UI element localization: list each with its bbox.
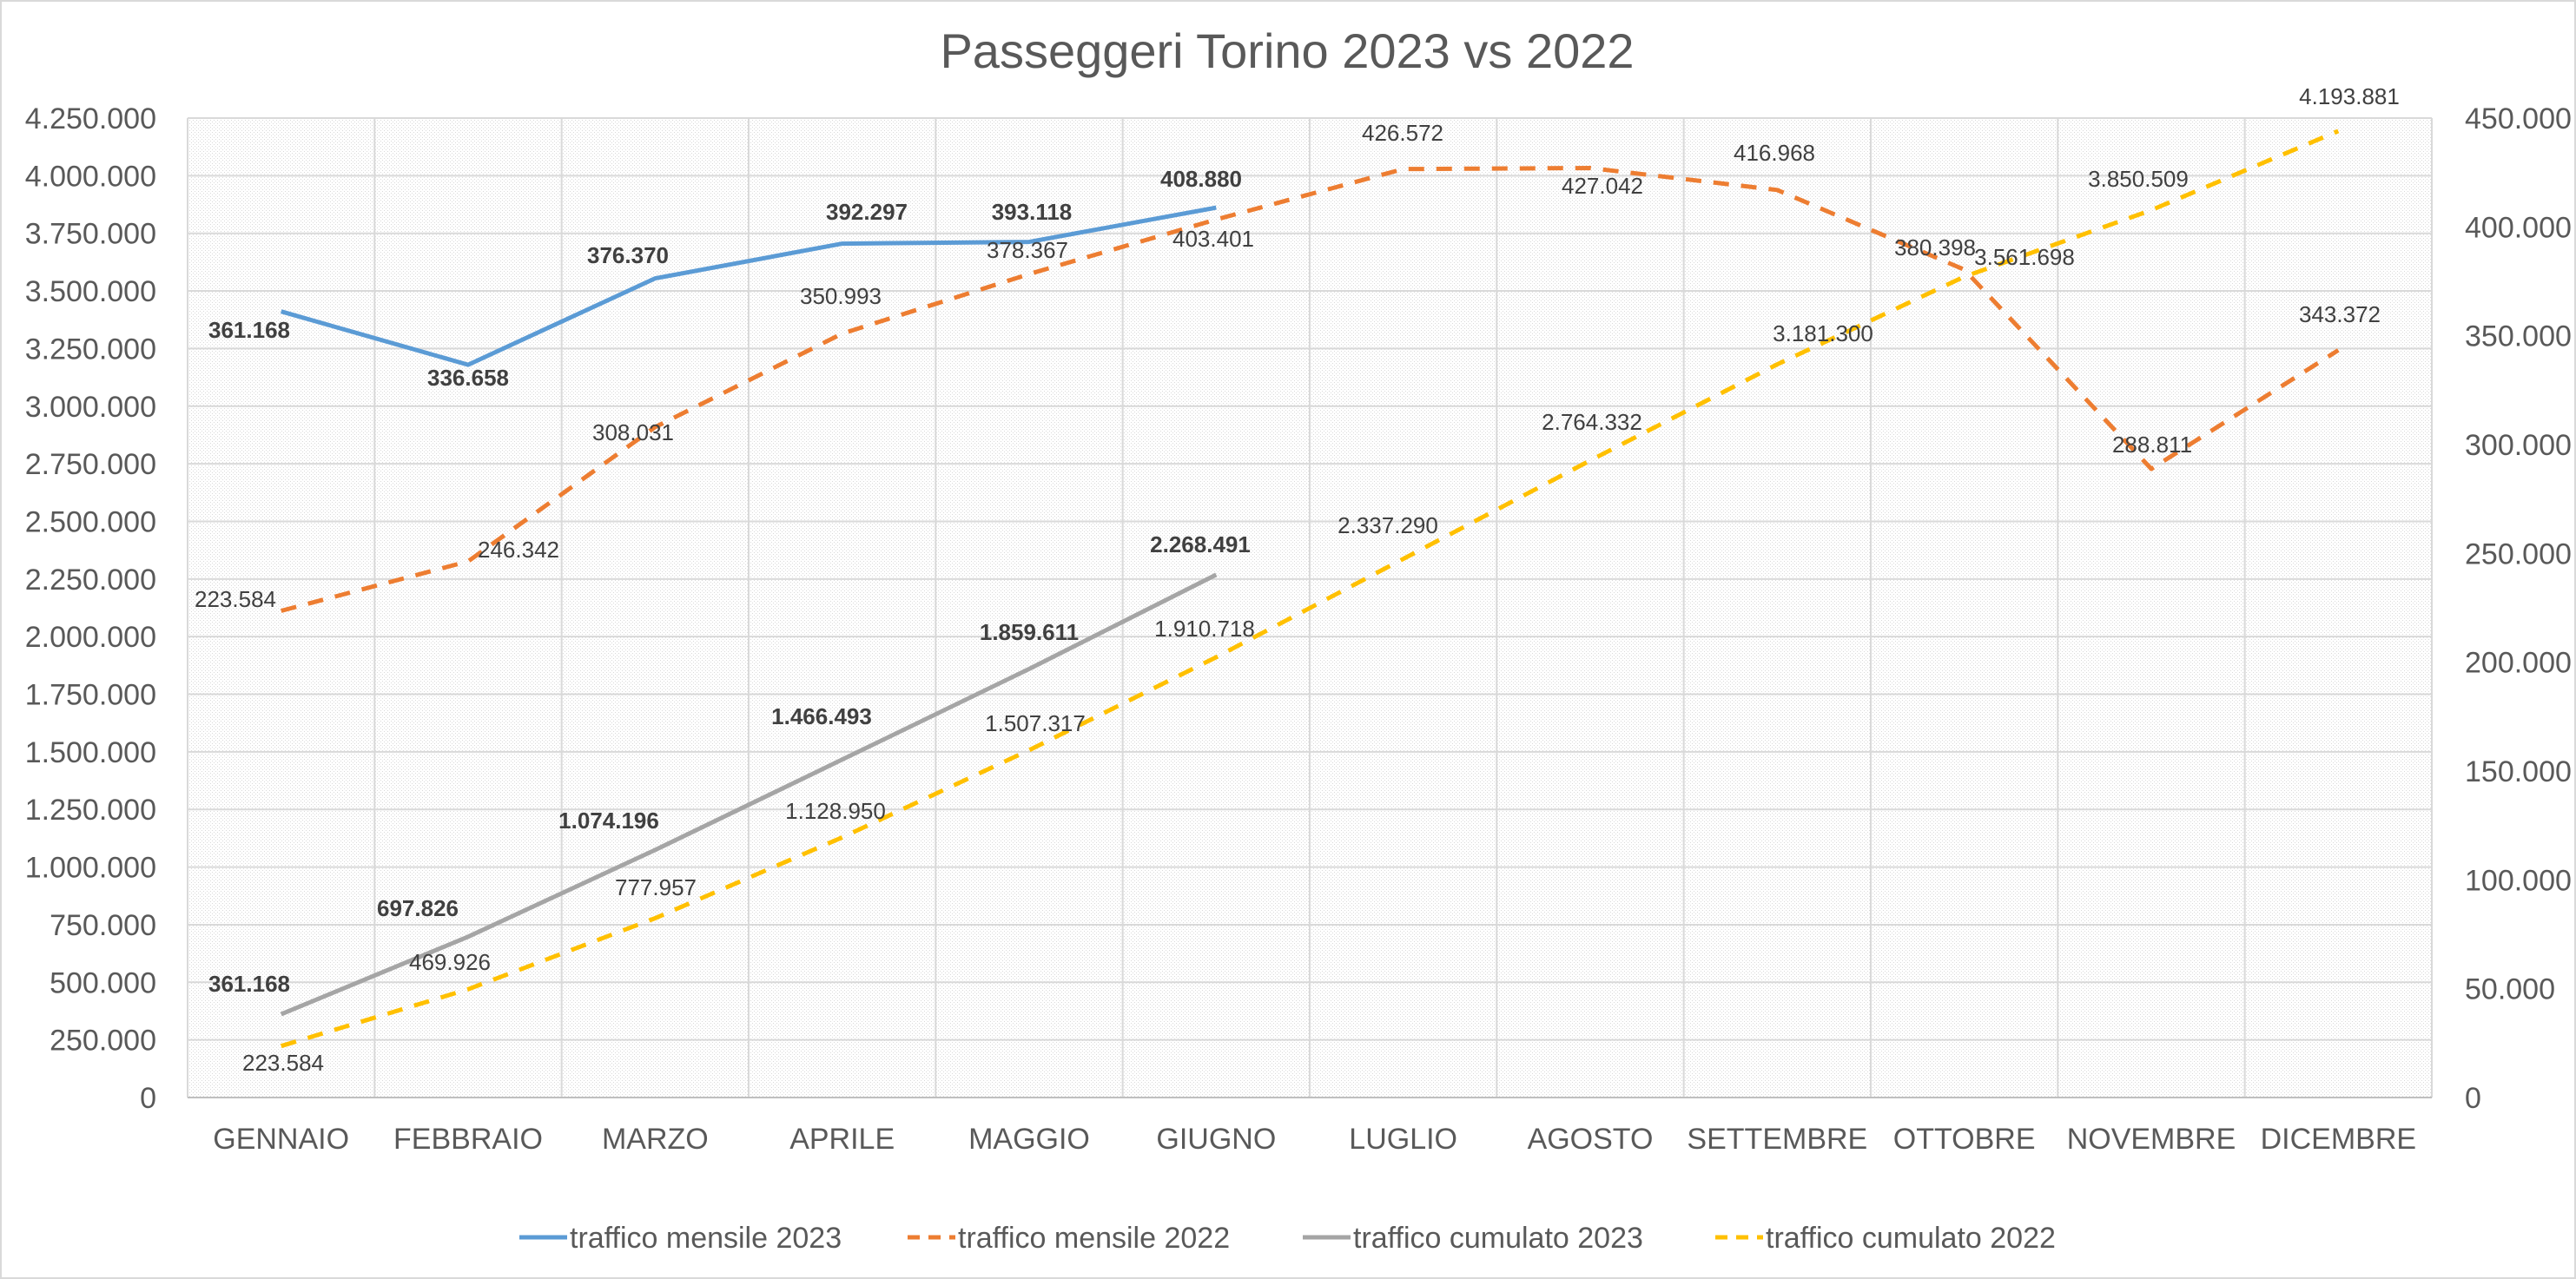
y-left-tick-label: 500.000 <box>50 966 156 999</box>
data-label: 403.401 <box>1172 226 1254 252</box>
data-label: 4.193.881 <box>2299 83 2400 109</box>
x-tick-label: SETTEMBRE <box>1687 1123 1867 1156</box>
data-label: 376.370 <box>587 242 669 268</box>
x-tick-label: LUGLIO <box>1349 1123 1457 1156</box>
x-tick-label: GIUGNO <box>1156 1123 1276 1156</box>
y-left-tick-label: 1.000.000 <box>25 852 156 885</box>
data-label: 2.268.491 <box>1150 531 1251 557</box>
legend-label: traffico mensile 2023 <box>570 1222 842 1255</box>
y-left-tick-label: 2.750.000 <box>25 448 156 481</box>
y-right-tick-label: 250.000 <box>2465 537 2572 570</box>
data-label: 223.584 <box>195 586 276 612</box>
data-label: 308.031 <box>592 419 674 445</box>
data-label: 1.074.196 <box>558 808 659 834</box>
y-right-tick-label: 400.000 <box>2465 211 2572 244</box>
x-tick-label: NOVEMBRE <box>2067 1123 2236 1156</box>
data-label: 1.859.611 <box>980 619 1079 645</box>
data-label: 393.118 <box>992 199 1073 225</box>
y-left-tick-label: 4.000.000 <box>25 160 156 193</box>
data-label: 1.128.950 <box>785 798 886 824</box>
data-label: 3.561.698 <box>1974 244 2075 270</box>
y-left-tick-label: 1.500.000 <box>25 736 156 769</box>
data-label: 416.968 <box>1734 140 1815 166</box>
y-right-tick-label: 100.000 <box>2465 864 2572 897</box>
x-tick-label: MARZO <box>602 1123 709 1156</box>
data-label: 288.811 <box>2112 432 2192 458</box>
y-left-tick-label: 3.750.000 <box>25 218 156 251</box>
legend-label: traffico mensile 2022 <box>958 1222 1230 1255</box>
data-label: 2.337.290 <box>1338 512 1438 538</box>
x-tick-label: DICEMBRE <box>2261 1123 2416 1156</box>
y-right-tick-label: 300.000 <box>2465 429 2572 462</box>
y-right-tick-label: 50.000 <box>2465 973 2555 1006</box>
y-right-tick-label: 350.000 <box>2465 320 2572 353</box>
y-left-tick-label: 3.000.000 <box>25 391 156 424</box>
data-label: 380.398 <box>1894 234 1976 260</box>
y-right-tick-label: 200.000 <box>2465 647 2572 680</box>
data-label: 361.168 <box>208 317 290 343</box>
data-label: 336.658 <box>427 365 509 391</box>
series-line-traffico-mensile-2022 <box>281 166 2340 613</box>
y-left-tick-label: 1.750.000 <box>25 679 156 712</box>
y-left-tick-label: 250.000 <box>50 1025 156 1058</box>
data-label: 246.342 <box>478 537 559 563</box>
x-tick-label: GENNAIO <box>213 1123 349 1156</box>
data-label: 1.910.718 <box>1154 616 1255 642</box>
series-line-traffico-cumulato-2023 <box>280 572 1218 1017</box>
chart-title: Passeggeri Torino 2023 vs 2022 <box>940 23 1634 78</box>
data-label: 361.168 <box>208 971 290 997</box>
y-left-tick-label: 4.250.000 <box>25 102 156 135</box>
x-tick-label: AGOSTO <box>1528 1123 1654 1156</box>
y-left-tick-label: 2.250.000 <box>25 564 156 597</box>
y-left-tick-label: 2.000.000 <box>25 621 156 654</box>
data-label: 697.826 <box>377 895 459 921</box>
data-label: 2.764.332 <box>1542 409 1642 435</box>
data-label: 350.993 <box>800 283 882 309</box>
data-label: 343.372 <box>2299 301 2381 327</box>
x-tick-label: MAGGIO <box>968 1123 1090 1156</box>
data-label: 426.572 <box>1362 120 1443 146</box>
data-label: 3.181.300 <box>1773 320 1873 346</box>
y-left-tick-label: 2.500.000 <box>25 505 156 538</box>
data-label: 427.042 <box>1562 173 1643 199</box>
y-left-tick-label: 0 <box>140 1082 156 1115</box>
data-label: 3.850.509 <box>2088 166 2189 192</box>
data-label: 1.466.493 <box>771 703 872 729</box>
x-tick-label: OTTOBRE <box>1893 1123 2036 1156</box>
data-label: 408.880 <box>1160 166 1242 192</box>
y-right-tick-label: 450.000 <box>2465 102 2572 135</box>
y-left-tick-label: 1.250.000 <box>25 794 156 827</box>
data-label: 392.297 <box>826 199 908 225</box>
x-tick-label: APRILE <box>789 1123 895 1156</box>
data-label: 378.367 <box>987 237 1068 263</box>
y-right-tick-label: 150.000 <box>2465 755 2572 788</box>
data-label: 1.507.317 <box>985 710 1086 736</box>
legend-label: traffico cumulato 2023 <box>1353 1222 1643 1255</box>
data-label: 777.957 <box>615 874 697 900</box>
y-left-tick-label: 750.000 <box>50 909 156 942</box>
y-left-tick-label: 3.250.000 <box>25 333 156 366</box>
legend: traffico mensile 2023 traffico mensile 20… <box>519 1222 2056 1255</box>
y-right-tick-label: 0 <box>2465 1082 2481 1115</box>
series-line-traffico-cumulato-2022 <box>280 129 2340 1049</box>
x-tick-label: FEBBRAIO <box>393 1123 543 1156</box>
series-line-traffico-mensile-2023 <box>281 205 1217 367</box>
y-left-tick-label: 3.500.000 <box>25 275 156 308</box>
legend-label: traffico cumulato 2022 <box>1766 1222 2056 1255</box>
data-label: 469.926 <box>409 949 491 975</box>
data-label: 223.584 <box>242 1050 324 1076</box>
